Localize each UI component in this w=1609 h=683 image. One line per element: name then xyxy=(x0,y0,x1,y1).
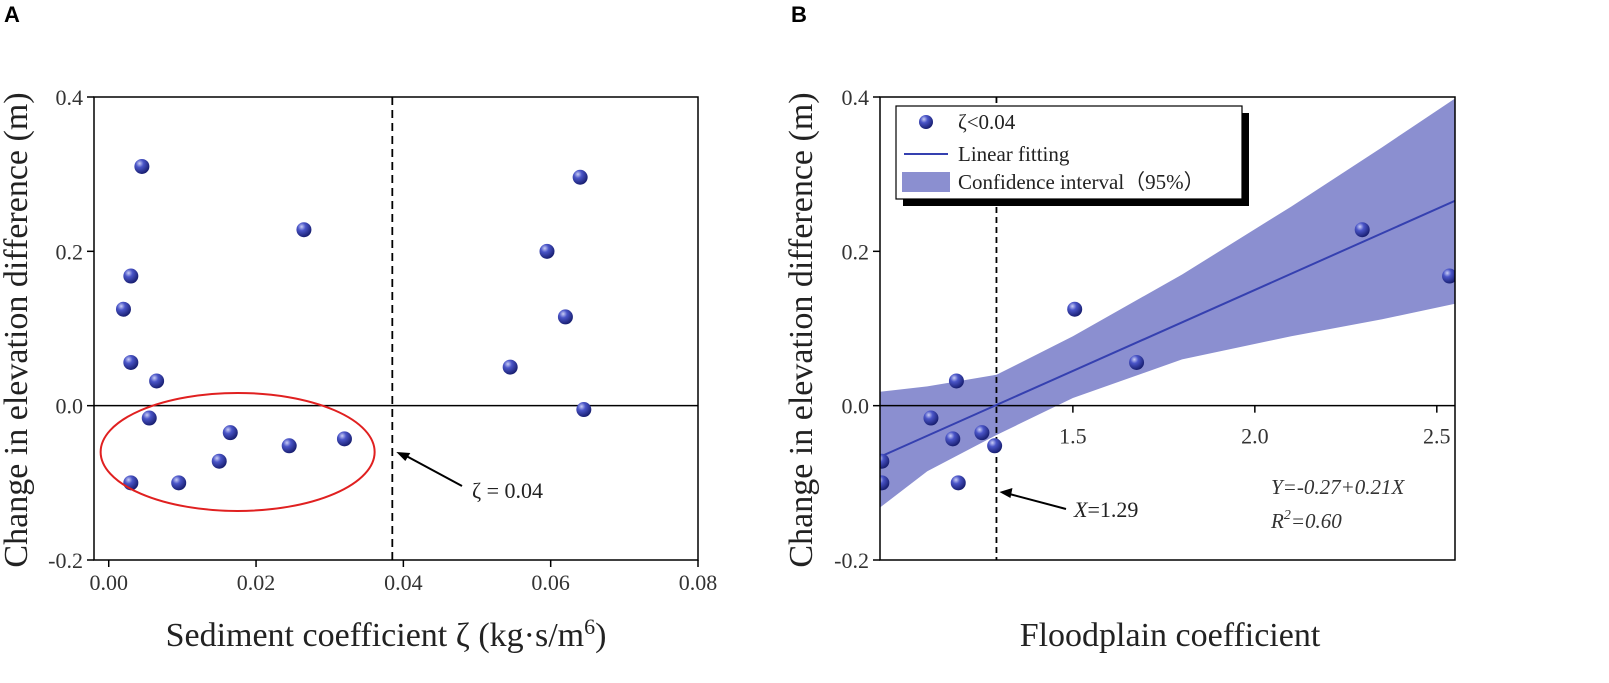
panel-a-x-tick-label: 0.04 xyxy=(384,570,423,595)
panel-a-data-point xyxy=(576,402,592,418)
panel-b-y-tick-label: 0.0 xyxy=(842,394,870,419)
legend-scatter-label: ζ<0.04 xyxy=(958,110,1016,134)
panel-a-data-point xyxy=(149,373,165,389)
panel-b-y-tick-label: 0.2 xyxy=(842,239,870,264)
panel-a-data-point xyxy=(572,169,588,185)
panel-a-data-point xyxy=(134,158,150,174)
panel-b-r-squared: R2=0.60 xyxy=(1270,508,1342,533)
panel-b-fit-equation: Y=-0.27+0.21X xyxy=(1271,475,1406,499)
panel-a-x-tick-label: 0.00 xyxy=(89,570,128,595)
panel-a-data-point xyxy=(539,243,555,259)
panel-b-y-tick-label: 0.4 xyxy=(842,85,870,110)
panel-b-threshold-annotation: X=1.29 xyxy=(1073,497,1138,522)
panel-b-data-point xyxy=(950,475,966,491)
panel-a-x-axis-title: Sediment coefficient ζ (kg·s/m6) xyxy=(166,614,607,654)
panel-b-data-point xyxy=(987,438,1003,454)
panel-a-x-tick-label: 0.06 xyxy=(531,570,570,595)
panel-b-data-point xyxy=(974,425,990,441)
panel-b-plot-area xyxy=(880,97,1455,560)
panel-a-data-point xyxy=(336,431,352,447)
panel-a-data-point xyxy=(557,309,573,325)
panel-a-threshold-annotation: ζ = 0.04 xyxy=(472,478,543,503)
panel-b-fit-line xyxy=(880,199,1455,458)
panel-b-data-point xyxy=(945,431,961,447)
legend-band-marker xyxy=(902,172,950,192)
panel-b: B -0.2 0.0 0.2 0.4 1.5 2.0 2.5 ζ<0.04 Linear f… xyxy=(783,2,1456,654)
panel-a-data-point xyxy=(123,354,139,370)
panel-a-y-tick-label: 0.2 xyxy=(56,239,84,264)
panel-b-ticks: -0.2 0.0 0.2 0.4 1.5 2.0 2.5 xyxy=(834,85,1450,573)
panel-a-data-point xyxy=(141,410,157,426)
panel-b-y-tick-label: -0.2 xyxy=(834,548,869,573)
panel-b-data-point xyxy=(948,373,964,389)
panel-a-y-tick-label: 0.4 xyxy=(56,85,84,110)
panel-a-y-axis-title: Change in elevation difference (m) xyxy=(0,92,35,567)
panel-a-highlight-ellipse xyxy=(99,391,376,512)
panel-a-data-point xyxy=(296,222,312,238)
panel-b-letter: B xyxy=(791,2,807,27)
panel-a-data-point xyxy=(211,453,227,469)
panel-a-y-tick-label: -0.2 xyxy=(48,548,83,573)
panel-a-y-tick-label: 0.0 xyxy=(56,394,84,419)
panel-a-data-point xyxy=(281,438,297,454)
panel-a-data-point xyxy=(502,359,518,375)
panel-a-x-tick-label: 0.02 xyxy=(237,570,276,595)
panel-a-data-point xyxy=(123,268,139,284)
panel-b-data-point xyxy=(1067,301,1083,317)
panel-b-legend: ζ<0.04 Linear fitting Confidence interva… xyxy=(895,105,1249,206)
panel-a: A -0.2 0.0 0.2 0.4 0.00 0.02 0.04 0.06 0.08 ζ = … xyxy=(0,2,717,654)
legend-box xyxy=(895,105,1243,200)
panel-a-letter: A xyxy=(4,2,20,27)
panel-a-data-point xyxy=(171,475,187,491)
legend-line-label: Linear fitting xyxy=(958,142,1070,166)
panel-a-data-point xyxy=(222,425,238,441)
panel-b-x-tick-label: 2.0 xyxy=(1241,424,1269,449)
panel-b-data-point xyxy=(923,410,939,426)
panel-a-annotation-arrow xyxy=(396,451,463,487)
panel-a-plot-frame xyxy=(93,96,699,561)
panel-b-x-tick-label: 1.5 xyxy=(1059,424,1087,449)
panel-b-annotation-arrow xyxy=(999,488,1067,510)
panel-b-data-point xyxy=(1354,222,1370,238)
panel-b-x-axis-title: Floodplain coefficient xyxy=(1020,617,1321,654)
panel-b-data-point xyxy=(1129,354,1145,370)
panel-b-y-axis-title: Change in elevation difference (m) xyxy=(783,92,820,567)
panel-a-data-point xyxy=(115,301,131,317)
panel-b-plot-frame xyxy=(879,96,1456,561)
legend-scatter-marker xyxy=(919,115,933,129)
panel-b-data-point xyxy=(1442,268,1455,284)
panel-a-plot-area xyxy=(94,97,698,560)
panel-b-data-point xyxy=(880,453,890,469)
panel-a-x-tick-label: 0.08 xyxy=(679,570,718,595)
panel-b-x-tick-label: 2.5 xyxy=(1423,424,1451,449)
panel-b-data-point xyxy=(880,475,890,491)
panel-a-ticks: -0.2 0.0 0.2 0.4 0.00 0.02 0.04 0.06 0.08 xyxy=(48,85,717,595)
legend-band-label: Confidence interval（95%） xyxy=(958,170,1205,194)
